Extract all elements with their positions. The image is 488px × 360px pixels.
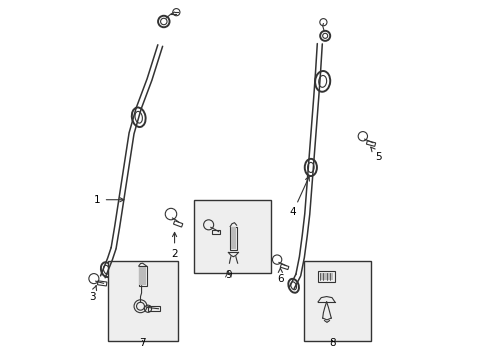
Text: 1: 1 [94, 195, 123, 205]
Text: 7: 7 [139, 338, 145, 348]
Text: 2: 2 [171, 233, 178, 258]
Text: 5: 5 [370, 147, 382, 162]
Bar [230, 226, 236, 250]
Bar [148, 306, 160, 311]
Bar [366, 141, 375, 147]
Bar [319, 273, 333, 280]
Bar [97, 281, 107, 286]
Bar [212, 230, 220, 234]
FancyBboxPatch shape [108, 261, 178, 341]
Text: 6: 6 [277, 268, 283, 284]
Text: 9: 9 [224, 270, 231, 280]
Bar [139, 266, 146, 286]
FancyBboxPatch shape [194, 200, 271, 273]
Bar [280, 264, 288, 270]
Bar [139, 267, 145, 285]
Text: 3: 3 [89, 286, 96, 302]
Bar [317, 271, 335, 282]
Bar [173, 221, 183, 227]
Text: 4: 4 [289, 176, 309, 217]
FancyBboxPatch shape [304, 261, 370, 341]
Text: 8: 8 [328, 338, 335, 348]
Bar [230, 227, 235, 249]
